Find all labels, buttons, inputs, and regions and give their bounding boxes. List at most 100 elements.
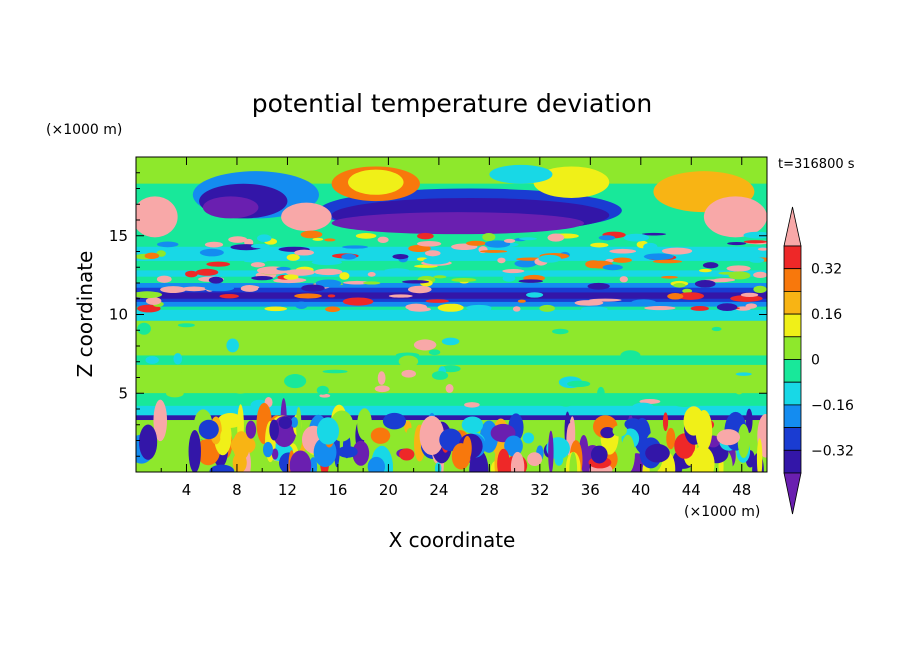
field-speckle: [661, 275, 678, 279]
field-speckle: [402, 280, 430, 284]
field-speckle: [600, 426, 615, 439]
upper-dark-blob: [331, 212, 585, 235]
field-speckle: [630, 299, 657, 307]
field-speckle: [145, 356, 159, 364]
field-speckle: [144, 252, 160, 259]
y-axis: 5 10 15: [109, 172, 767, 457]
field-speckle: [753, 271, 767, 279]
field-speckle: [370, 427, 391, 444]
x-tick-label: 4: [182, 481, 192, 499]
field-speckle: [245, 420, 257, 439]
field-speckle: [246, 285, 260, 289]
chart-title: potential temperature deviation: [252, 89, 652, 118]
x-tick-label: 48: [732, 481, 751, 499]
colorbar-label: −0.16: [811, 398, 854, 414]
field-speckle: [538, 254, 562, 263]
field-speckle: [514, 259, 537, 268]
field-speckle: [314, 268, 343, 276]
field-speckle: [204, 241, 224, 248]
colorbar-label: 0.32: [811, 262, 842, 278]
field-speckle: [209, 464, 235, 472]
field-speckle: [295, 301, 308, 309]
field-speckle: [388, 294, 413, 298]
field-speckle: [756, 438, 763, 472]
field-speckle: [294, 249, 314, 256]
field-speckle: [433, 275, 447, 279]
colorbar-box: [783, 404, 802, 428]
field-speckle: [398, 355, 419, 368]
field-speckle: [160, 286, 187, 293]
field-speckle: [502, 268, 525, 274]
heatmap-field: [136, 157, 767, 472]
field-speckle: [580, 306, 608, 312]
field-speckle: [590, 242, 609, 248]
field-speckle: [377, 371, 386, 385]
field-speckle: [296, 406, 302, 441]
field-speckle: [597, 386, 605, 400]
field-speckle: [602, 264, 623, 271]
field-speckle: [522, 432, 535, 444]
field-speckle: [401, 369, 417, 378]
field-speckle: [559, 400, 573, 407]
field-speckle: [677, 292, 705, 300]
field-speckle: [552, 328, 569, 335]
colorbar-box: [783, 381, 802, 406]
field-speckle: [337, 446, 358, 458]
field-speckle: [620, 434, 635, 472]
field-speckle: [219, 293, 239, 299]
field-speckle: [324, 238, 336, 242]
field-speckle: [726, 265, 751, 272]
field-speckle: [518, 279, 544, 283]
field-speckle: [484, 240, 511, 248]
colorbar-box: [783, 313, 802, 338]
field-speckle: [137, 340, 160, 345]
field-speckle: [466, 240, 487, 246]
field-speckle: [662, 412, 669, 432]
field-speckle: [431, 371, 449, 380]
field-speckle: [301, 284, 325, 292]
colorbar-label: 0: [811, 353, 820, 369]
field-speckle: [548, 430, 554, 472]
field-speckle: [441, 337, 460, 346]
field-speckle: [730, 295, 763, 302]
field-speckle: [643, 242, 658, 251]
field-speckle: [325, 306, 341, 313]
field-speckle: [262, 441, 273, 458]
field-speckle: [464, 402, 480, 408]
field-speckle: [145, 297, 162, 305]
colorbar-arrow-top: [783, 206, 802, 247]
field-speckle: [342, 297, 374, 306]
field-speckle: [567, 380, 591, 388]
field-speckle: [367, 272, 376, 277]
field-speckle: [673, 283, 686, 288]
field-speckle: [406, 427, 414, 441]
field-speckle: [316, 417, 340, 445]
colorbar-label: −0.32: [811, 443, 854, 459]
field-speckle: [479, 249, 508, 253]
field-speckle: [199, 248, 224, 257]
field-speckle: [179, 371, 192, 381]
y-axis-title: Z coordinate: [73, 251, 97, 378]
colorbar-label: 0.16: [811, 307, 842, 323]
field-speckle: [428, 349, 441, 356]
colorbar-box: [783, 336, 802, 360]
field-speckle: [743, 231, 767, 239]
upper-pink-blob: [136, 196, 178, 238]
field-speckle: [641, 232, 667, 236]
field-speckle: [620, 350, 641, 361]
field-speckle: [355, 232, 377, 239]
field-speckle: [623, 233, 650, 242]
field-speckle: [512, 306, 521, 312]
x-tick-label: 8: [232, 481, 242, 499]
field-speckle: [300, 230, 323, 239]
field-speckle: [177, 323, 195, 328]
field-speckle: [251, 276, 273, 281]
colorbar-box: [783, 290, 802, 315]
field-speckle: [716, 303, 738, 311]
field-speckle: [195, 268, 219, 276]
field-speckle: [753, 285, 767, 294]
field-speckle: [220, 429, 228, 446]
field-speckle: [408, 306, 431, 312]
colorbar-box: [783, 268, 802, 292]
